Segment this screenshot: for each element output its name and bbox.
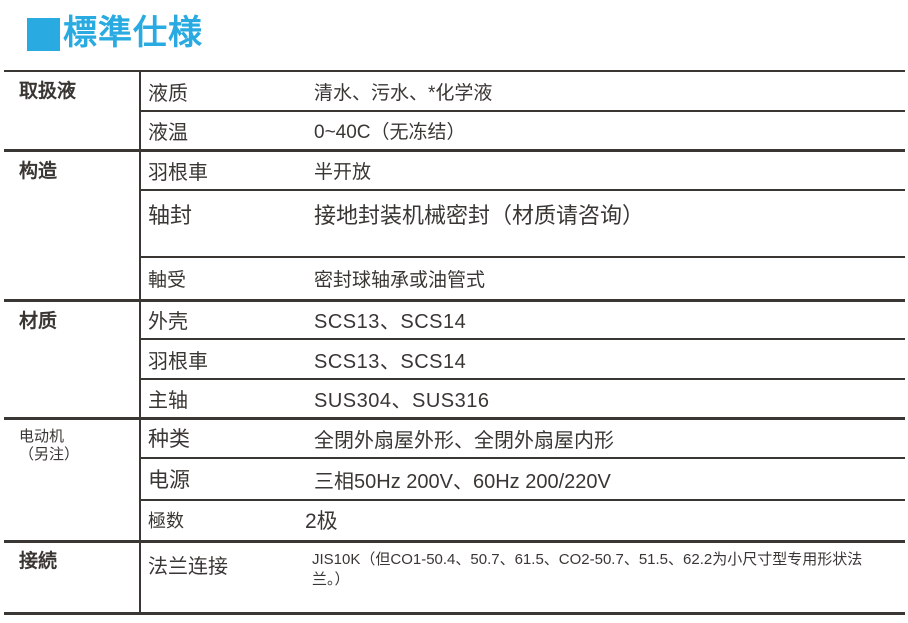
flange-note: JIS10K（但CO1-50.4、50.7、61.5、CO2-50.7、51.5… bbox=[312, 550, 863, 588]
row-label: 轴封 bbox=[140, 190, 300, 258]
page-title: 標準仕様 bbox=[63, 14, 203, 52]
row-value: 半开放 bbox=[300, 150, 905, 191]
spec-table: 取扱液 液质 清水、污水、*化学液 液温 0~40C（无冻结） 构造 羽根車 半… bbox=[4, 70, 905, 615]
row-label: 外壳 bbox=[140, 300, 300, 340]
section-title-bar: 標準仕様 bbox=[0, 0, 908, 70]
row-label: 主轴 bbox=[140, 379, 300, 420]
row-value: 0~40C（无冻结） bbox=[300, 111, 905, 152]
table-row: 主轴 SUS304、SUS316 bbox=[4, 379, 905, 420]
row-value: SCS13、SCS14 bbox=[300, 339, 905, 380]
category-connection: 接続 bbox=[4, 541, 141, 615]
row-label: 电源 bbox=[140, 458, 300, 501]
row-label: 液温 bbox=[140, 111, 300, 152]
row-value: 全閉外扇屋外形、全閉外扇屋内形 bbox=[300, 418, 905, 459]
table-row: 电源 三相50Hz 200V、60Hz 200/220V bbox=[4, 458, 905, 501]
category-motor-label: 电动机（另注） bbox=[19, 427, 80, 464]
row-label: 羽根車 bbox=[140, 150, 300, 191]
table-row: 构造 羽根車 半开放 bbox=[4, 150, 905, 302]
row-label: 液质 bbox=[140, 71, 300, 112]
row-value: 清水、污水、*化学液 bbox=[300, 71, 905, 112]
table-row: 羽根車 SCS13、SCS14 bbox=[4, 339, 905, 380]
table-row: 極数 2极 bbox=[4, 500, 905, 543]
row-label: 法兰连接 bbox=[140, 541, 300, 615]
row-value: SCS13、SCS14 bbox=[300, 300, 905, 340]
table-row: 液温 0~40C（无冻结） bbox=[4, 111, 905, 152]
table-row: 材质 外壳 SCS13、SCS14 bbox=[4, 300, 905, 420]
row-value: SUS304、SUS316 bbox=[300, 379, 905, 420]
row-label: 羽根車 bbox=[140, 339, 300, 380]
category-construction: 构造 bbox=[4, 150, 141, 302]
table-row: 轴封 接地封装机械密封（材质请咨询） bbox=[4, 190, 905, 258]
row-value: 三相50Hz 200V、60Hz 200/220V bbox=[300, 458, 905, 501]
category-motor: 电动机（另注） bbox=[4, 418, 141, 543]
row-value: 接地封装机械密封（材质请咨询） bbox=[300, 190, 905, 258]
table-row: 电动机（另注） 种类 全閉外扇屋外形、全閉外扇屋内形 bbox=[4, 418, 905, 543]
row-label: 極数 bbox=[140, 500, 300, 543]
row-value: 2极 bbox=[300, 500, 905, 543]
category-handled-liquid: 取扱液 bbox=[4, 71, 141, 152]
row-label: 軸受 bbox=[140, 257, 300, 302]
table-row: 取扱液 液质 清水、污水、*化学液 bbox=[4, 71, 905, 152]
category-material: 材质 bbox=[4, 300, 141, 420]
row-value: JIS10K（但CO1-50.4、50.7、61.5、CO2-50.7、51.5… bbox=[300, 541, 905, 615]
title-marker-square-icon bbox=[27, 18, 60, 51]
table-row: 接続 法兰连接 JIS10K（但CO1-50.4、50.7、61.5、CO2-5… bbox=[4, 541, 905, 615]
row-label: 种类 bbox=[140, 418, 300, 459]
row-value: 密封球轴承或油管式 bbox=[300, 257, 905, 302]
table-row: 軸受 密封球轴承或油管式 bbox=[4, 257, 905, 302]
